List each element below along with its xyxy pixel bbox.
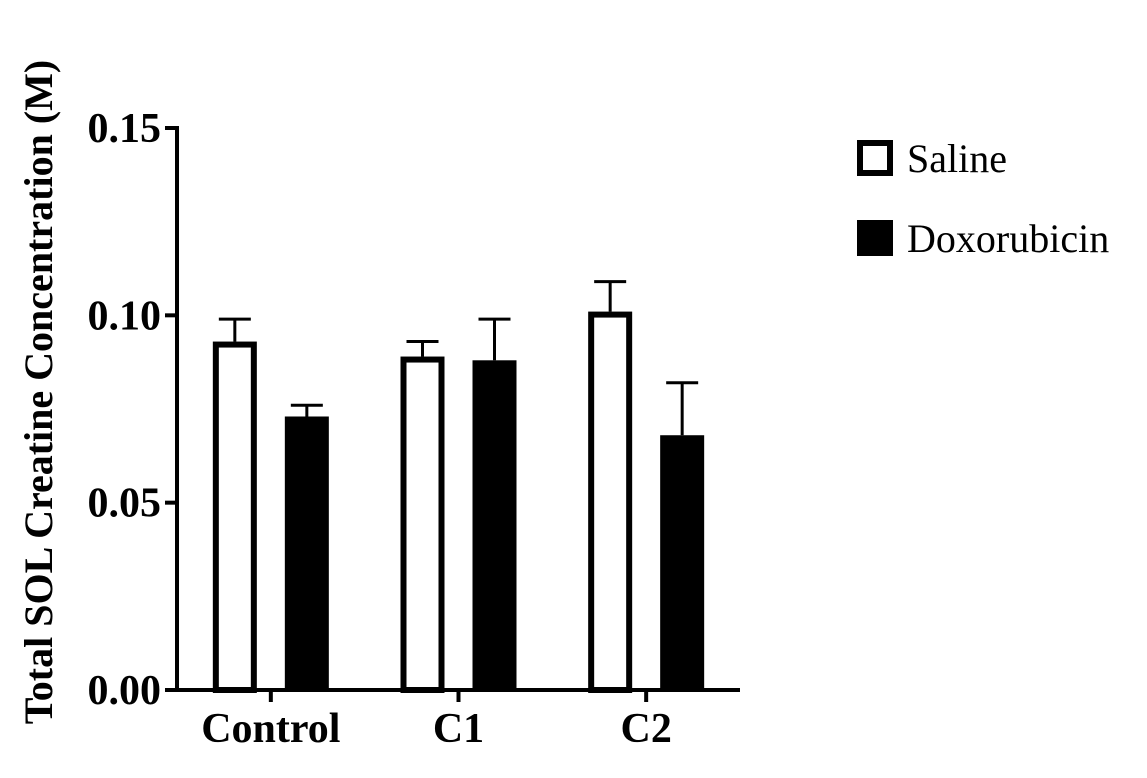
x-tick-label: Control	[201, 706, 340, 752]
legend-swatch-doxorubicin	[857, 220, 893, 256]
legend-label-saline: Saline	[907, 136, 1007, 181]
y-tick-label: 0.05	[88, 481, 162, 527]
legend: Saline Doxorubicin	[857, 136, 1109, 261]
y-axis-label: Total SOL Creatine Concentration (M)	[16, 60, 61, 724]
bar-doxorubicin-c1	[472, 360, 517, 690]
bar-doxorubicin-control	[284, 416, 329, 690]
y-tick-label: 0.00	[88, 668, 162, 714]
legend-swatch-saline	[857, 140, 893, 176]
y-tick-label: 0.10	[88, 293, 162, 339]
x-tick-label: C2	[620, 706, 671, 752]
bar-doxorubicin-c2	[660, 435, 705, 690]
y-ticks-group: 0.00 0.05 0.10 0.15	[88, 106, 177, 714]
bar-saline-control	[212, 341, 257, 693]
bars-group	[212, 311, 705, 693]
legend-label-doxorubicin: Doxorubicin	[907, 216, 1109, 261]
y-tick-label: 0.15	[88, 106, 162, 152]
axes-group	[175, 126, 740, 692]
bar-saline-c2	[588, 311, 633, 693]
bar-saline-c1	[400, 356, 445, 693]
x-ticks-group: Control C1 C2	[201, 690, 672, 752]
error-bars-group	[218, 280, 699, 436]
x-tick-label: C1	[433, 706, 484, 752]
